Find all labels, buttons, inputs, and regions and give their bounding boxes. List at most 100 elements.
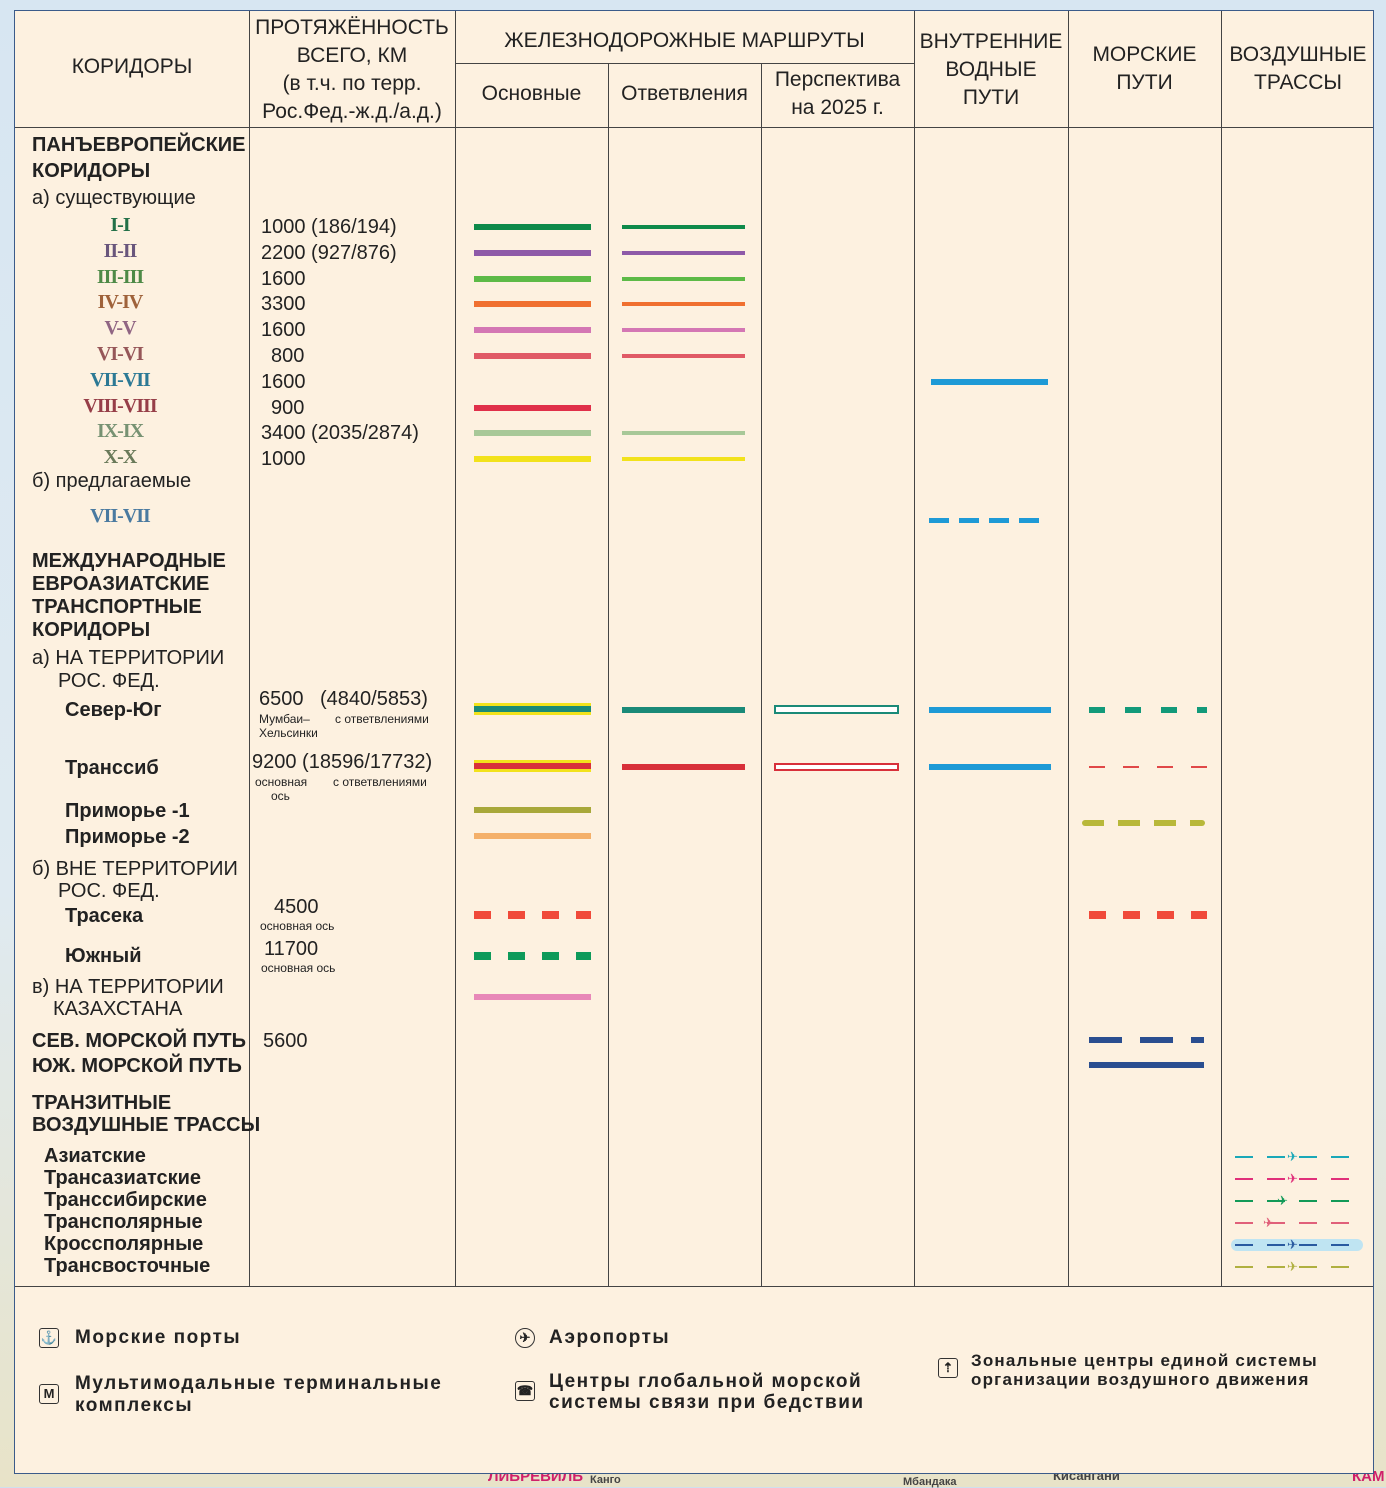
rail-main-line <box>474 353 591 359</box>
section-intl-line: ТРАНСПОРТНЫЕ <box>32 596 202 618</box>
ns-rail-branch <box>622 707 745 713</box>
legend-multimodal: Мультимодальные терминальные <box>75 1373 443 1394</box>
rail-main-line <box>474 249 591 256</box>
primorye1-sea <box>1082 820 1205 826</box>
traseka-length: 4500 <box>274 896 319 918</box>
corridor-name: V-V <box>104 317 136 340</box>
corridor-length: 900 <box>271 396 305 419</box>
air-route-name: Кроссполярные <box>44 1233 204 1255</box>
grid-line <box>1068 11 1069 1286</box>
rail-branch-line <box>622 276 745 281</box>
corridor-north-south: Север-Юг <box>65 699 162 721</box>
zonal-center-icon: ⇡ <box>938 1358 958 1378</box>
ts-note: ось <box>271 789 290 803</box>
rail-main-line <box>474 430 591 437</box>
air-route-line <box>1235 1244 1361 1246</box>
section-intl-line: ЕВРОАЗИАТСКИЕ <box>32 573 210 595</box>
ns-inland <box>929 707 1051 713</box>
header-inland: ВНУТРЕННИЕ ВОДНЫЕ ПУТИ <box>914 28 1068 112</box>
section-out-rf: РОС. ФЕД. <box>58 880 160 902</box>
map-label-mbandaka: Мбандака <box>903 1476 957 1488</box>
header-length: ПРОТЯЖЁННОСТЬ ВСЕГО, КМ (в т.ч. по терр.… <box>249 14 455 126</box>
section-in-rf: а) НА ТЕРРИТОРИИ <box>32 647 225 669</box>
corridor-transsib: Транссиб <box>65 757 159 779</box>
air-route-name: Трансазиатские <box>44 1167 202 1189</box>
legend-panel: КОРИДОРЫ ПРОТЯЖЁННОСТЬ ВСЕГО, КМ (в т.ч.… <box>14 10 1374 1474</box>
rail-main-line <box>474 275 591 282</box>
legend-distress: системы связи при бедствии <box>549 1392 865 1413</box>
airplane-icon: ✈ <box>1277 1193 1288 1208</box>
header-sea-line: МОРСКИЕ <box>1092 43 1197 66</box>
corridor-primorye-2: Приморье -2 <box>65 826 190 848</box>
header-air: ВОЗДУШНЫЕ ТРАССЫ <box>1221 41 1373 97</box>
legend-multimodal: комплексы <box>75 1395 194 1416</box>
corridor-length: 1600 <box>261 370 306 393</box>
section-kz: в) НА ТЕРРИТОРИИ <box>32 976 224 998</box>
ts-rail-future <box>774 763 899 771</box>
header-corridors: КОРИДОРЫ <box>71 55 193 78</box>
section-intl-line: МЕЖДУНАРОДНЫЕ <box>32 550 226 572</box>
section-kz: КАЗАХСТАНА <box>53 998 183 1020</box>
corridor-ssr: ЮЖ. МОРСКОЙ ПУТЬ <box>32 1055 242 1077</box>
air-route-line <box>1235 1178 1361 1180</box>
corridor-length: 2200 (927/876) <box>261 241 397 264</box>
section-in-rf: РОС. ФЕД. <box>58 670 160 692</box>
air-route-line <box>1235 1156 1361 1158</box>
header-sea: МОРСКИЕ ПУТИ <box>1068 41 1221 97</box>
ts-length: 9200 (18596/17732) <box>252 751 433 773</box>
rail-branch-line <box>622 328 745 333</box>
legend-zonal: Зональные центры единой системы <box>971 1351 1318 1370</box>
ts-inland <box>929 764 1051 770</box>
grid-line <box>455 11 456 1286</box>
south-length: 11700 <box>264 938 319 960</box>
ns-length-rf: (4840/5853) <box>320 688 428 710</box>
ns-rail-future <box>774 705 899 714</box>
ts-sea <box>1089 766 1207 768</box>
airplane-icon: ✈ <box>1287 1149 1298 1164</box>
ts-note: основная <box>255 775 308 789</box>
airplane-icon: ✈ <box>1287 1171 1298 1186</box>
ns-rail-main <box>474 703 591 715</box>
primorye1-rail <box>474 807 591 813</box>
air-route-line <box>1235 1222 1361 1224</box>
ns-rail-core <box>474 706 591 712</box>
air-route-line <box>1235 1200 1361 1202</box>
grid-line <box>1221 11 1222 1286</box>
ns-sea <box>1089 707 1207 713</box>
corridor-south: Южный <box>65 945 142 967</box>
airplane-icon: ✈ <box>1287 1259 1298 1274</box>
section-out-rf: б) ВНЕ ТЕРРИТОРИИ <box>32 858 238 880</box>
header-rail-future-line: на 2025 г. <box>791 96 884 119</box>
corridor-name: X-X <box>103 446 138 469</box>
corridor-name: IX-IX <box>96 420 144 443</box>
airport-icon: ✈ <box>515 1328 535 1348</box>
header-inland-line: ПУТИ <box>962 86 1020 109</box>
map-label-kango: Канго <box>590 1474 621 1486</box>
traseka-sea <box>1089 911 1207 919</box>
corridor-name: VI-VI <box>96 343 144 365</box>
ns-note: Хельсинки <box>259 726 318 740</box>
air-route-line <box>1235 1266 1361 1268</box>
corridor-traseka: Трасека <box>65 905 144 927</box>
nsr-length: 5600 <box>263 1030 308 1052</box>
rail-branch-line <box>622 457 745 462</box>
rail-branch-line <box>622 225 745 229</box>
section-intl-line: КОРИДОРЫ <box>32 619 151 641</box>
corridor-name: VIII-VIII <box>83 394 157 417</box>
corridor-length: 1600 <box>261 319 306 342</box>
rail-main-line <box>474 327 591 334</box>
ns-note: с ответвлениями <box>335 712 429 726</box>
traseka-rail <box>474 911 591 919</box>
header-inland-line: ВНУТРЕННИЕ <box>919 30 1063 53</box>
south-rail <box>474 952 591 960</box>
grid-line <box>455 63 914 64</box>
ts-rail-core <box>474 763 591 769</box>
rail-main-line <box>474 404 591 411</box>
corridor-nsr: СЕВ. МОРСКОЙ ПУТЬ <box>32 1030 246 1052</box>
corridor-length: 1000 <box>261 448 306 471</box>
anchor-icon: ⚓ <box>39 1328 59 1348</box>
header-inland-line: ВОДНЫЕ <box>945 58 1037 81</box>
corridor-name: IV-IV <box>97 291 144 314</box>
legend-sea-ports: Морские порты <box>75 1327 242 1348</box>
section-existing: а) существующие <box>32 187 196 209</box>
